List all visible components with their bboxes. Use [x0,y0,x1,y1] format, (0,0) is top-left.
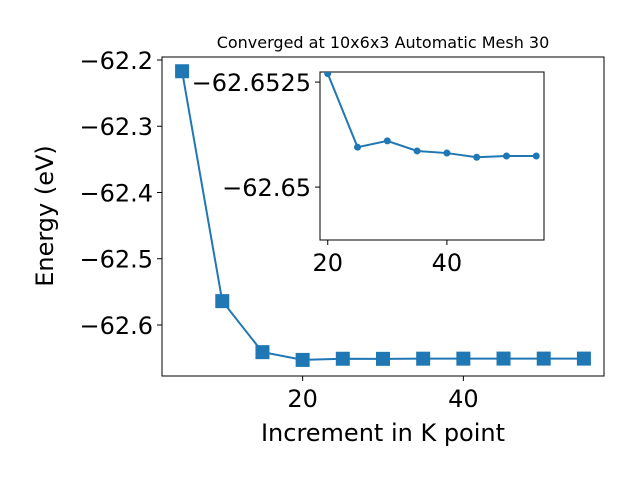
data-point [576,351,591,366]
y-axis-label: Energy (eV) [31,145,59,287]
axes-frame [161,56,605,377]
y-tick-label: −62.3 [79,113,153,141]
data-point [295,352,310,367]
data-point [536,351,551,366]
plot-area [175,64,591,367]
axes-frame [319,71,545,241]
data-point [335,351,350,366]
y-tick-label: −62.5 [79,246,153,274]
data-point [502,152,510,160]
data-point [496,351,511,366]
data-point [175,64,190,79]
data-point [324,72,332,78]
data-point [416,351,431,366]
data-point [376,351,390,366]
data-point [354,143,362,151]
data-point [532,152,540,160]
x-axis-label: Increment in K point [261,419,505,447]
y-tick-label: −62.6 [79,312,153,340]
y-tick-label: −62.2 [79,47,153,75]
y-tick-label: −62.65 [222,174,311,202]
x-tick-label: 40 [448,385,479,413]
x-tick-label: 40 [432,249,463,277]
x-tick-label: 20 [287,385,318,413]
data-point [413,147,421,155]
data-line [326,73,537,159]
data-point [456,351,471,366]
y-tick-label: −62.4 [79,179,153,207]
data-point [473,153,481,161]
x-tick-label: 20 [312,249,343,277]
data-point [215,294,230,309]
data-point [383,137,391,145]
plot-area [324,72,540,161]
y-tick-label: −62.6525 [192,69,311,97]
chart-title: Converged at 10x6x3 Automatic Mesh 30 [217,33,550,52]
data-point [255,345,270,360]
data-point [443,149,451,157]
